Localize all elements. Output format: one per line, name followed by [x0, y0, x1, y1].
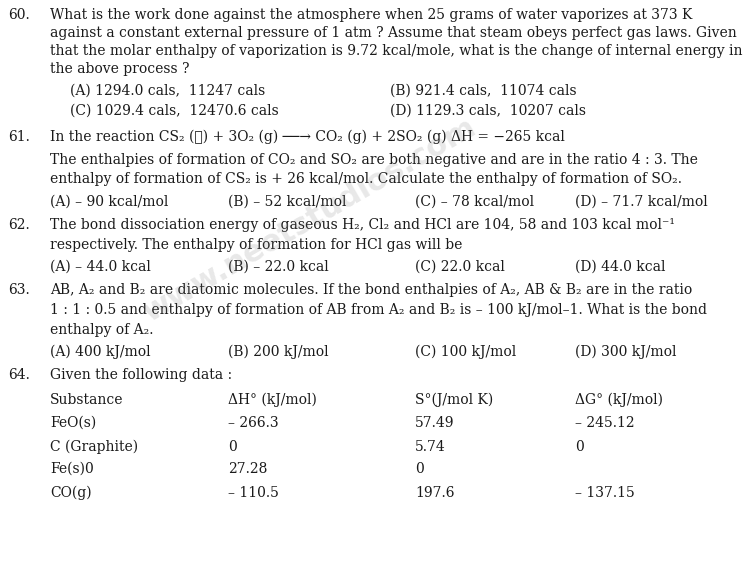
Text: Fe(s)0: Fe(s)0: [50, 462, 94, 476]
Text: (C) – 78 kcal/mol: (C) – 78 kcal/mol: [415, 195, 534, 209]
Text: 0: 0: [228, 440, 237, 454]
Text: 0: 0: [575, 440, 584, 454]
Text: 61.: 61.: [8, 130, 30, 144]
Text: Given the following data :: Given the following data :: [50, 368, 232, 382]
Text: ΔG° (kJ/mol): ΔG° (kJ/mol): [575, 393, 663, 408]
Text: (B) 200 kJ/mol: (B) 200 kJ/mol: [228, 345, 328, 359]
Text: 60.: 60.: [8, 8, 29, 22]
Text: (C) 22.0 kcal: (C) 22.0 kcal: [415, 260, 505, 274]
Text: The bond dissociation energy of gaseous H₂, Cl₂ and HCl are 104, 58 and 103 kcal: The bond dissociation energy of gaseous …: [50, 218, 675, 232]
Text: FeO(s): FeO(s): [50, 416, 96, 430]
Text: 27.28: 27.28: [228, 462, 267, 476]
Text: (A) 400 kJ/mol: (A) 400 kJ/mol: [50, 345, 151, 359]
Text: enthalpy of A₂.: enthalpy of A₂.: [50, 323, 153, 337]
Text: (C) 1029.4 cals,  12470.6 cals: (C) 1029.4 cals, 12470.6 cals: [70, 104, 279, 118]
Text: (D) – 71.7 kcal/mol: (D) – 71.7 kcal/mol: [575, 195, 707, 209]
Text: the above process ?: the above process ?: [50, 62, 190, 76]
Text: S°(J/mol K): S°(J/mol K): [415, 393, 493, 408]
Text: 0: 0: [415, 462, 424, 476]
Text: C (Graphite): C (Graphite): [50, 440, 138, 455]
Text: enthalpy of formation of CS₂ is + 26 kcal/mol. Calculate the enthalpy of formati: enthalpy of formation of CS₂ is + 26 kca…: [50, 172, 682, 186]
Text: AB, A₂ and B₂ are diatomic molecules. If the bond enthalpies of A₂, AB & B₂ are : AB, A₂ and B₂ are diatomic molecules. If…: [50, 283, 692, 297]
Text: 62.: 62.: [8, 218, 29, 232]
Text: (A) 1294.0 cals,  11247 cals: (A) 1294.0 cals, 11247 cals: [70, 84, 265, 98]
Text: In the reaction CS₂ (ℓ) + 3O₂ (g) ──→ CO₂ (g) + 2SO₂ (g) ΔH = −265 kcal: In the reaction CS₂ (ℓ) + 3O₂ (g) ──→ CO…: [50, 130, 565, 145]
Text: 197.6: 197.6: [415, 486, 455, 500]
Text: 57.49: 57.49: [415, 416, 455, 430]
Text: ΔH° (kJ/mol): ΔH° (kJ/mol): [228, 393, 317, 408]
Text: (D) 300 kJ/mol: (D) 300 kJ/mol: [575, 345, 676, 359]
Text: – 110.5: – 110.5: [228, 486, 279, 500]
Text: 64.: 64.: [8, 368, 30, 382]
Text: respectively. The enthalpy of formation for HCl gas will be: respectively. The enthalpy of formation …: [50, 238, 462, 252]
Text: (B) – 22.0 kcal: (B) – 22.0 kcal: [228, 260, 328, 274]
Text: (A) – 90 kcal/mol: (A) – 90 kcal/mol: [50, 195, 168, 209]
Text: 5.74: 5.74: [415, 440, 445, 454]
Text: that the molar enthalpy of vaporization is 9.72 kcal/mole, what is the change of: that the molar enthalpy of vaporization …: [50, 44, 742, 58]
Text: – 245.12: – 245.12: [575, 416, 635, 430]
Text: (A) – 44.0 kcal: (A) – 44.0 kcal: [50, 260, 151, 274]
Text: 1 : 1 : 0.5 and enthalpy of formation of AB from A₂ and B₂ is – 100 kJ/mol–1. Wh: 1 : 1 : 0.5 and enthalpy of formation of…: [50, 303, 707, 317]
Text: What is the work done against the atmosphere when 25 grams of water vaporizes at: What is the work done against the atmosp…: [50, 8, 692, 22]
Text: (D) 1129.3 cals,  10207 cals: (D) 1129.3 cals, 10207 cals: [390, 104, 586, 118]
Text: (C) 100 kJ/mol: (C) 100 kJ/mol: [415, 345, 516, 359]
Text: (D) 44.0 kcal: (D) 44.0 kcal: [575, 260, 665, 274]
Text: – 137.15: – 137.15: [575, 486, 635, 500]
Text: CO(g): CO(g): [50, 486, 91, 501]
Text: The enthalpies of formation of CO₂ and SO₂ are both negative and are in the rati: The enthalpies of formation of CO₂ and S…: [50, 153, 698, 167]
Text: – 266.3: – 266.3: [228, 416, 279, 430]
Text: 63.: 63.: [8, 283, 29, 297]
Text: Substance: Substance: [50, 393, 124, 407]
Text: (B) 921.4 cals,  11074 cals: (B) 921.4 cals, 11074 cals: [390, 84, 577, 98]
Text: (B) – 52 kcal/mol: (B) – 52 kcal/mol: [228, 195, 347, 209]
Text: against a constant external pressure of 1 atm ? Assume that steam obeys perfect : against a constant external pressure of …: [50, 26, 737, 40]
Text: www.neetstudios.com: www.neetstudios.com: [138, 113, 482, 327]
